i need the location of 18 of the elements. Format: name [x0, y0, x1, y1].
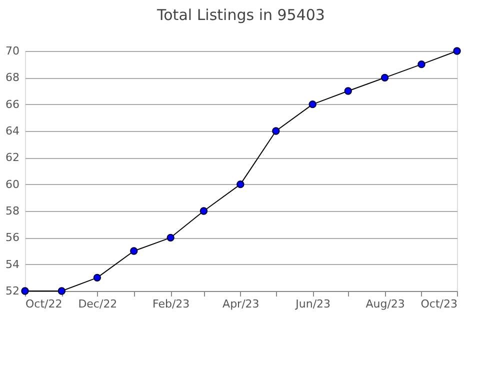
y-tick-label: 52: [6, 284, 20, 298]
x-tick-label: Apr/23: [222, 298, 260, 310]
x-tick-label: Jun/23: [294, 298, 331, 310]
x-tick-label: Aug/23: [366, 298, 405, 310]
y-tick-label: 60: [6, 178, 20, 191]
y-tick-label: 70: [6, 44, 20, 58]
x-tick-label: Feb/23: [152, 298, 190, 310]
x-tick-label: Oct/23: [420, 298, 458, 310]
y-tick-label: 66: [6, 98, 20, 111]
y-tick-label: 64: [6, 124, 20, 138]
y-tick-label: 62: [6, 151, 20, 164]
y-tick-label: 58: [6, 204, 20, 218]
x-tick-label: Oct/22: [26, 298, 62, 310]
x-tick-label: Dec/22: [78, 298, 118, 310]
y-tick-label: 54: [6, 258, 20, 271]
y-tick-label: 68: [6, 71, 20, 84]
y-tick-label: 56: [6, 231, 20, 244]
chart-title: Total Listings in 95403: [156, 6, 325, 24]
